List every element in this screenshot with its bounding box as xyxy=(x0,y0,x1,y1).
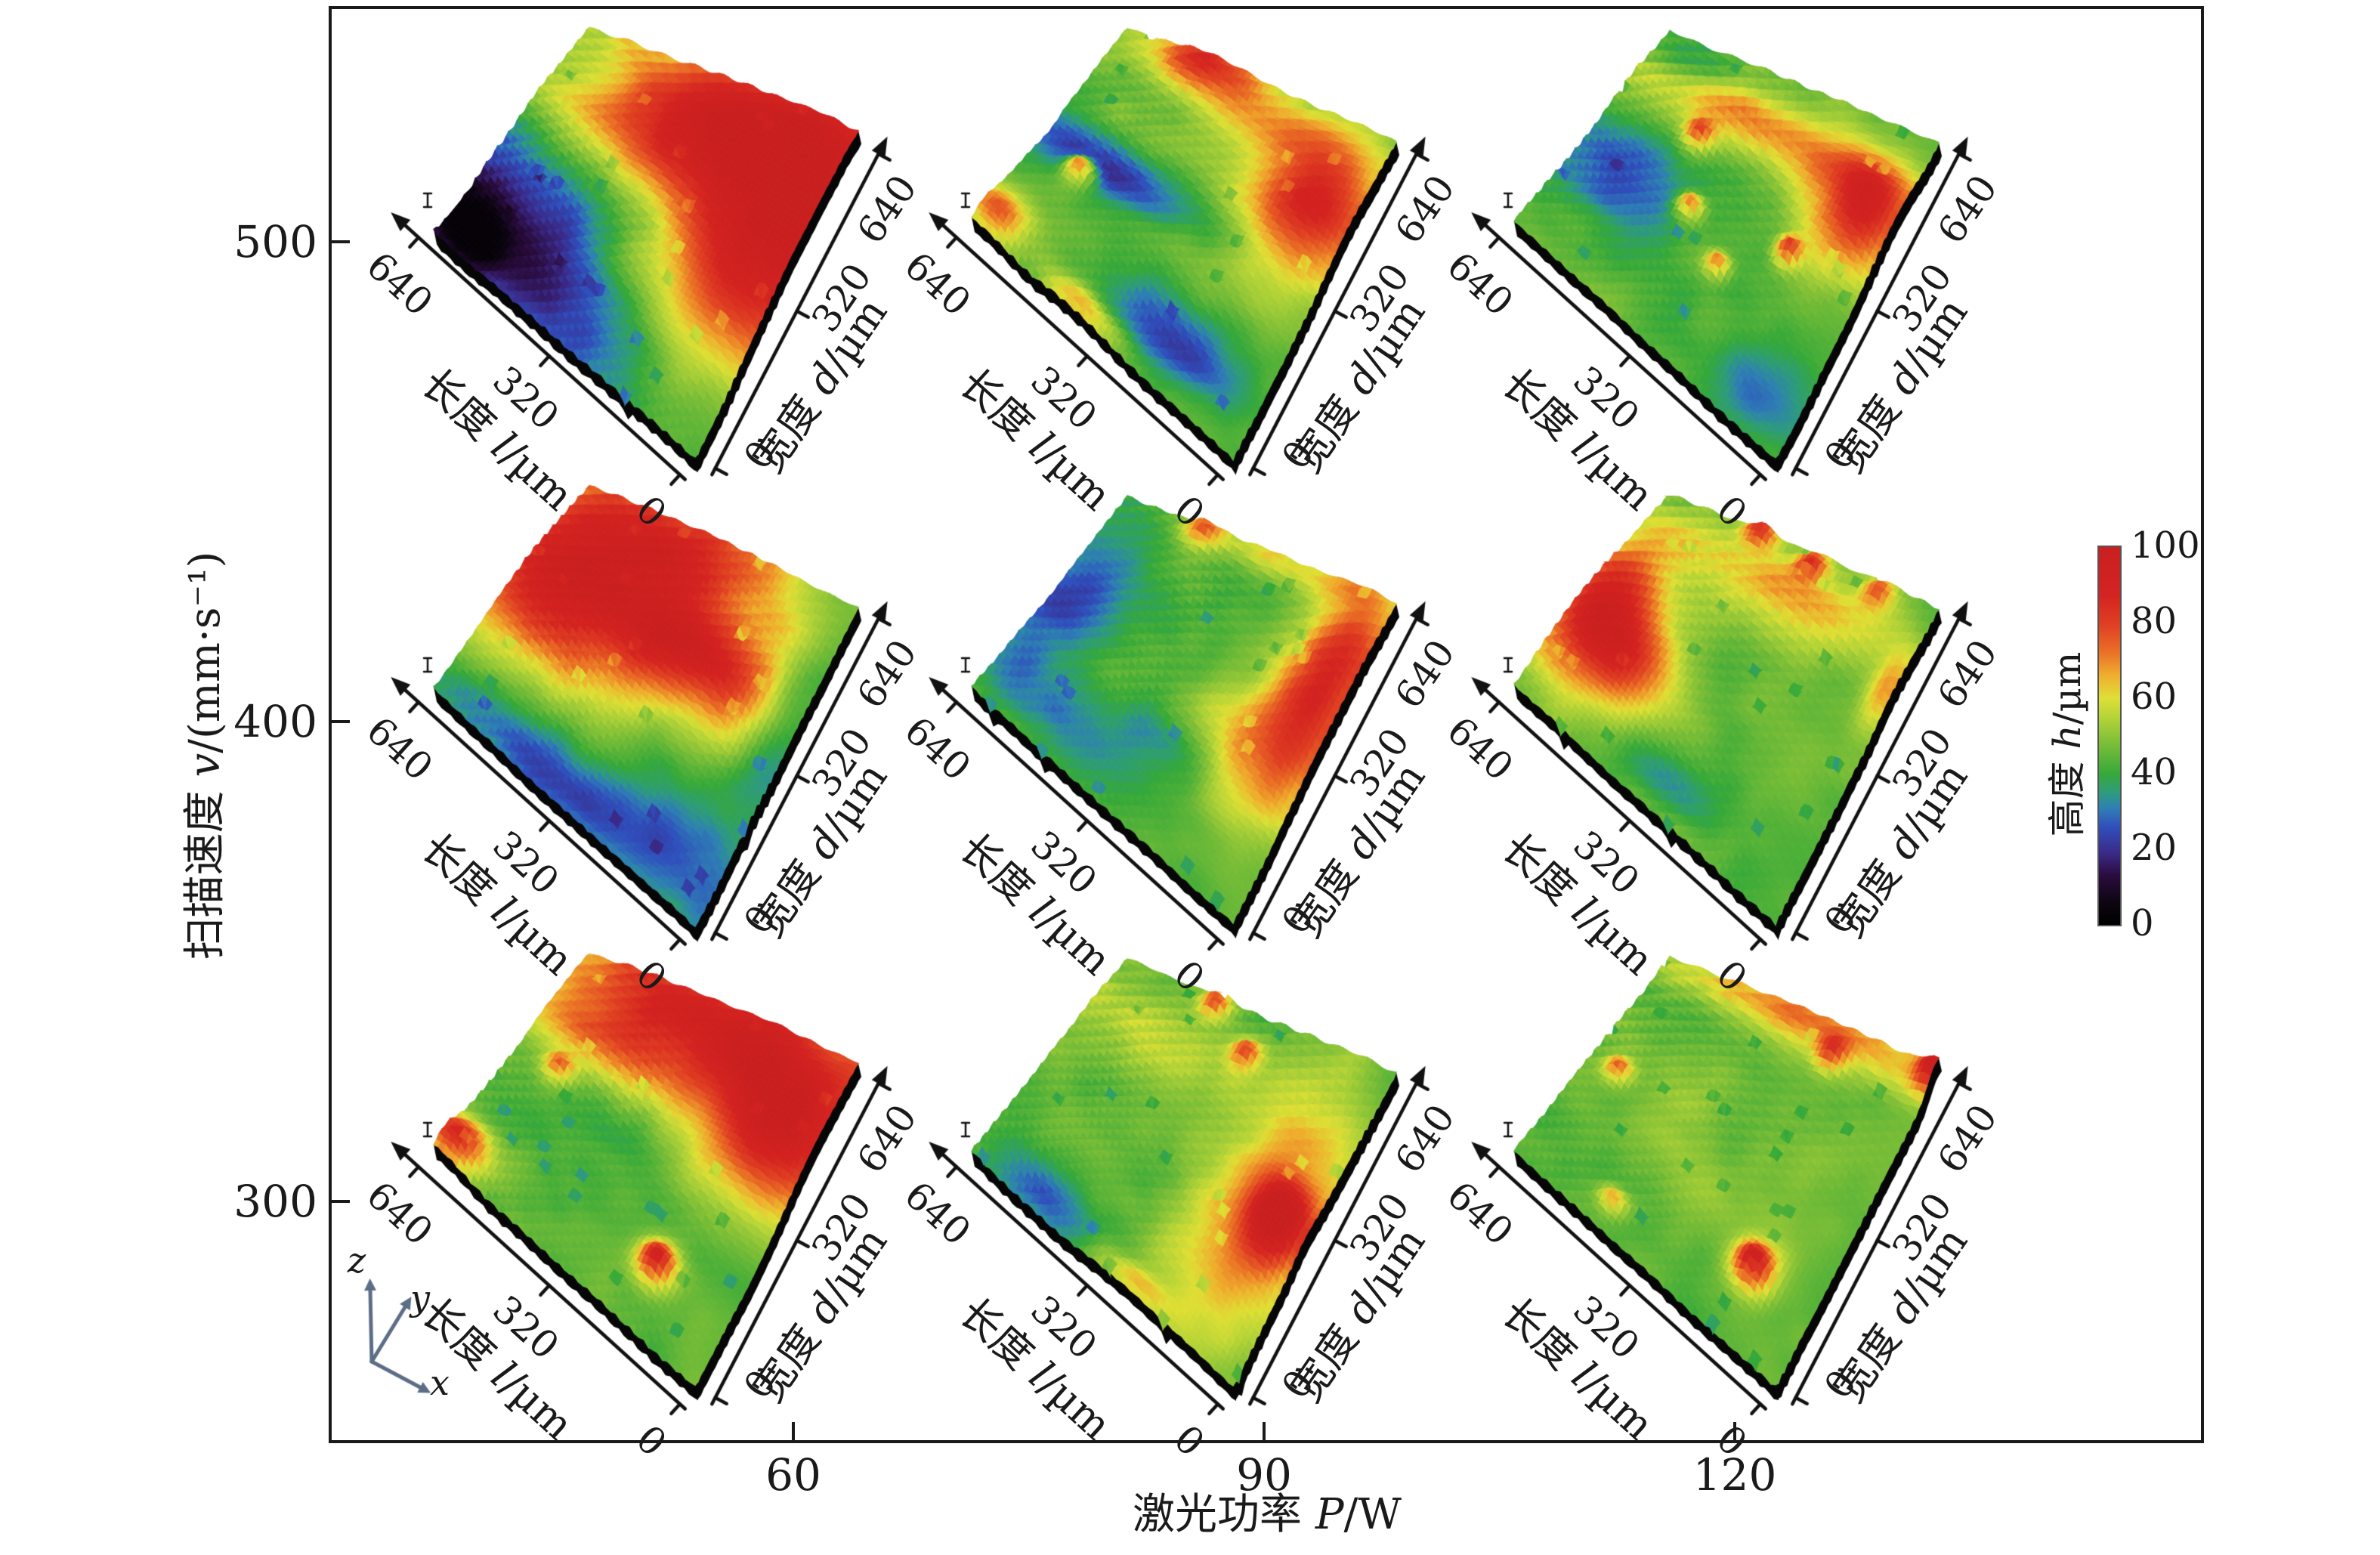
plot-frame xyxy=(329,6,2204,1443)
colorbar-title-var: h xyxy=(2045,725,2089,750)
y-axis-tick xyxy=(332,720,350,723)
colorbar-tick-label: 60 xyxy=(2131,675,2178,718)
y-axis-title: 扫描速度 v/(mm·s⁻¹) xyxy=(181,551,230,960)
colorbar-title: 高度 h/µm xyxy=(2045,651,2089,837)
y-axis-tick-label: 500 xyxy=(233,216,317,267)
y-axis-triad-label: y xyxy=(410,1278,430,1319)
x-axis-title-prefix: 激光功率 xyxy=(1133,1490,1315,1539)
colorbar-title-suffix: /µm xyxy=(2045,651,2089,725)
x-axis-tick xyxy=(792,1422,795,1440)
colorbar-tick-label: 80 xyxy=(2131,600,2178,642)
colorbar-tick-label: 40 xyxy=(2131,751,2178,793)
colorbar-tick-label: 0 xyxy=(2131,902,2154,944)
x-axis-tick xyxy=(1263,1422,1266,1440)
colorbar-tick-label: 100 xyxy=(2131,524,2200,567)
y-axis-tick-label: 400 xyxy=(233,696,317,747)
x-axis-title-var: P xyxy=(1315,1490,1344,1539)
x-axis-tick-label: 90 xyxy=(1236,1449,1292,1501)
x-axis-title-suffix: /W xyxy=(1343,1490,1402,1539)
x-axis-triad-label: x xyxy=(430,1362,450,1403)
z-axis-label: z xyxy=(347,1240,366,1281)
colorbar xyxy=(2097,546,2122,926)
y-axis-title-suffix: /(mm·s⁻¹) xyxy=(181,551,230,753)
colorbar-tick-label: 20 xyxy=(2131,827,2178,869)
x-axis-title: 激光功率 P/W xyxy=(1133,1494,1402,1536)
y-axis-title-var: v xyxy=(181,753,230,778)
x-axis-tick-label: 120 xyxy=(1692,1449,1777,1501)
y-axis-tick-label: 300 xyxy=(233,1176,317,1227)
y-axis-title-prefix: 扫描速度 xyxy=(181,777,230,960)
colorbar-title-prefix: 高度 xyxy=(2045,749,2089,837)
y-axis-tick xyxy=(332,1200,350,1203)
x-axis-tick xyxy=(1733,1422,1736,1440)
y-axis-tick xyxy=(332,240,350,243)
x-axis-tick-label: 60 xyxy=(765,1449,821,1501)
